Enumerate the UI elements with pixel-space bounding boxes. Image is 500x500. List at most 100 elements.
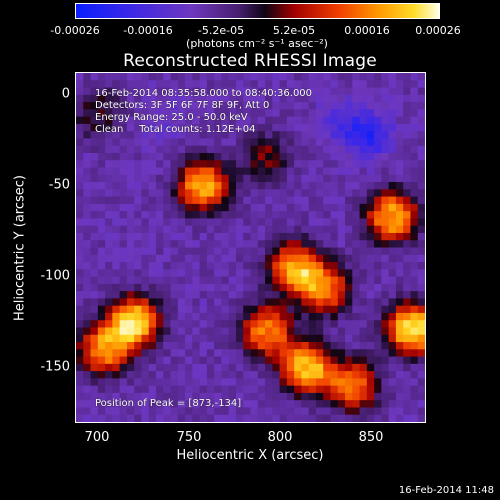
heatmap-cell: [76, 152, 84, 161]
heatmap-cell: [97, 392, 106, 401]
heatmap-cell: [359, 342, 368, 350]
heatmap-cell: [323, 378, 332, 387]
heatmap-cell: [279, 342, 288, 350]
heatmap-cell: [235, 232, 244, 241]
heatmap-cell: [243, 203, 252, 212]
heatmap-cell: [374, 225, 382, 234]
heatmap-cell: [83, 400, 92, 409]
heatmap-cell: [119, 312, 128, 321]
heatmap-cell: [126, 160, 135, 169]
heatmap-cell: [250, 80, 259, 89]
heatmap-cell: [250, 291, 259, 299]
heatmap-cell: [90, 327, 99, 336]
heatmap-cell: [272, 392, 281, 401]
heatmap-cell: [330, 320, 339, 329]
y-tick-label: 0: [61, 86, 70, 102]
heatmap-cell: [345, 356, 353, 365]
heatmap-cell: [417, 102, 425, 110]
heatmap-cell: [257, 334, 266, 343]
heatmap-cell: [250, 378, 259, 387]
heatmap-cell: [265, 123, 273, 132]
heatmap-cell: [199, 320, 208, 329]
heatmap-cell: [97, 232, 106, 241]
heatmap-cell: [214, 356, 223, 365]
heatmap-cell: [388, 262, 397, 270]
heatmap-cell: [388, 232, 397, 241]
heatmap-cell: [417, 262, 425, 270]
heatmap-cell: [206, 211, 215, 220]
heatmap-cell: [235, 138, 244, 147]
heatmap-cell: [126, 123, 135, 132]
heatmap-cell: [272, 94, 281, 103]
heatmap-cell: [279, 385, 288, 394]
heatmap-cell: [315, 254, 324, 263]
heatmap-cell: [315, 327, 324, 336]
heatmap-cell: [272, 371, 281, 379]
heatmap-cell: [294, 414, 302, 422]
heatmap-cell: [134, 378, 143, 387]
heatmap-cell: [395, 182, 404, 190]
heatmap-cell: [308, 371, 317, 379]
heatmap-cell: [141, 327, 150, 336]
heatmap-cell: [381, 73, 390, 81]
heatmap-cell: [221, 363, 230, 372]
heatmap-cell: [177, 298, 186, 307]
heatmap-cell: [126, 254, 135, 263]
heatmap-cell: [105, 225, 113, 234]
heatmap-cell: [417, 167, 425, 176]
heatmap-cell: [315, 334, 324, 343]
heatmap-cell: [83, 356, 92, 365]
heatmap-cell: [279, 334, 288, 343]
heatmap-cell: [126, 349, 135, 358]
heatmap-cell: [250, 160, 259, 169]
heatmap-cell: [374, 182, 382, 190]
heatmap-cell: [148, 283, 157, 292]
heatmap-cell: [279, 167, 288, 176]
heatmap-cell: [243, 225, 252, 234]
heatmap-cell: [214, 276, 223, 285]
heatmap-cell: [141, 363, 150, 372]
heatmap-cell: [417, 87, 425, 96]
heatmap-cell: [221, 109, 230, 118]
heatmap-cell: [192, 262, 201, 270]
heatmap-cell: [214, 349, 223, 358]
heatmap-cell: [417, 123, 425, 132]
heatmap-cell: [235, 174, 244, 183]
heatmap-cell: [250, 167, 259, 176]
heatmap-cell: [90, 269, 99, 278]
heatmap-cell: [330, 109, 339, 118]
heatmap-cell: [301, 407, 310, 416]
heatmap-cell: [235, 334, 244, 343]
heatmap-cell: [97, 225, 106, 234]
heatmap-cell: [192, 160, 201, 169]
heatmap-cell: [395, 109, 404, 118]
heatmap-cell: [199, 269, 208, 278]
heatmap-cell: [134, 262, 143, 270]
heatmap-cell: [410, 123, 419, 132]
heatmap-cell: [337, 138, 346, 147]
heatmap-cell: [170, 160, 179, 169]
heatmap-cell: [286, 283, 295, 292]
heatmap-cell: [257, 152, 266, 161]
heatmap-cell: [243, 269, 252, 278]
heatmap-cell: [265, 262, 273, 270]
heatmap-cell: [163, 240, 172, 249]
heatmap-cell: [163, 80, 172, 89]
heatmap-cell: [192, 291, 201, 299]
heatmap-cell: [235, 269, 244, 278]
heatmap-cell: [403, 94, 412, 103]
heatmap-cell: [134, 109, 143, 118]
heatmap-cell: [170, 334, 179, 343]
heatmap-cell: [199, 349, 208, 358]
heatmap-cell: [185, 196, 193, 205]
heatmap-cell: [286, 145, 295, 154]
heatmap-cell: [410, 94, 419, 103]
heatmap-cell: [315, 73, 324, 81]
heatmap-cell: [141, 334, 150, 343]
heatmap-cell: [90, 109, 99, 118]
heatmap-cell: [170, 218, 179, 227]
heatmap-cell: [323, 312, 332, 321]
heatmap-cell: [126, 116, 135, 125]
heatmap-cell: [395, 116, 404, 125]
heatmap-cell: [155, 312, 164, 321]
